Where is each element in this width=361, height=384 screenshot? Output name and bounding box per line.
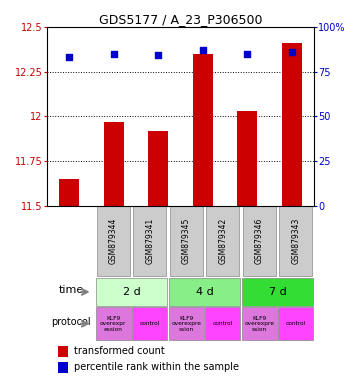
Text: GSM879342: GSM879342 — [218, 218, 227, 265]
FancyBboxPatch shape — [133, 206, 166, 276]
Point — [200, 47, 206, 53]
FancyBboxPatch shape — [243, 206, 276, 276]
Point — [289, 49, 295, 55]
Point — [244, 51, 250, 57]
Bar — [237, 111, 257, 205]
FancyBboxPatch shape — [96, 307, 131, 340]
Title: GDS5177 / A_23_P306500: GDS5177 / A_23_P306500 — [99, 13, 262, 26]
FancyBboxPatch shape — [206, 206, 239, 276]
Text: KLF9
overexpre
ssion: KLF9 overexpre ssion — [171, 316, 201, 332]
Text: 4 d: 4 d — [196, 287, 213, 297]
Bar — [282, 43, 302, 205]
FancyBboxPatch shape — [242, 278, 313, 306]
Text: percentile rank within the sample: percentile rank within the sample — [74, 362, 239, 372]
FancyBboxPatch shape — [242, 307, 277, 340]
Bar — [148, 131, 168, 205]
FancyBboxPatch shape — [170, 206, 203, 276]
Point — [111, 51, 117, 57]
Text: GSM879341: GSM879341 — [145, 218, 154, 265]
Text: GSM879346: GSM879346 — [255, 218, 264, 265]
Text: control: control — [213, 321, 233, 326]
Text: 7 d: 7 d — [269, 287, 286, 297]
FancyBboxPatch shape — [169, 278, 240, 306]
Bar — [58, 362, 68, 373]
Bar — [58, 346, 68, 357]
Point — [66, 54, 72, 60]
Text: transformed count: transformed count — [74, 346, 164, 356]
Text: 2 d: 2 d — [123, 287, 140, 297]
Text: time: time — [58, 285, 84, 295]
Text: control: control — [140, 321, 160, 326]
FancyBboxPatch shape — [205, 307, 240, 340]
Bar — [59, 179, 79, 205]
FancyBboxPatch shape — [96, 278, 167, 306]
FancyBboxPatch shape — [278, 307, 313, 340]
Text: GSM879345: GSM879345 — [182, 218, 191, 265]
Point — [155, 52, 161, 58]
FancyBboxPatch shape — [169, 307, 204, 340]
Bar — [104, 122, 124, 205]
FancyBboxPatch shape — [279, 206, 312, 276]
Text: GSM879343: GSM879343 — [291, 218, 300, 265]
FancyBboxPatch shape — [132, 307, 167, 340]
Bar — [193, 54, 213, 205]
Text: control: control — [286, 321, 306, 326]
FancyBboxPatch shape — [97, 206, 130, 276]
Text: KLF9
overexpr
ession: KLF9 overexpr ession — [100, 316, 126, 332]
Text: GSM879344: GSM879344 — [109, 218, 118, 265]
Text: protocol: protocol — [51, 317, 91, 327]
Text: KLF9
overexpre
ssion: KLF9 overexpre ssion — [244, 316, 274, 332]
